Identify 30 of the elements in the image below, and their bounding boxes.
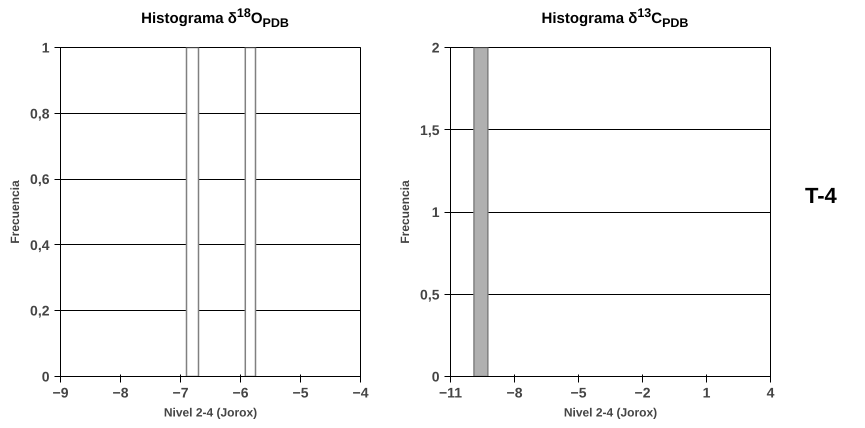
y-tick-label: 0,5 — [420, 286, 440, 302]
x-axis-title: Nivel 2-4 (Jorox) — [164, 406, 258, 420]
x-tick-label: −4 — [352, 384, 369, 400]
y-tick-label: 0,6 — [30, 171, 50, 188]
x-tick-label: −7 — [172, 384, 189, 400]
y-axis-title: Frecuencia — [8, 180, 22, 244]
x-tick-label: −5 — [292, 384, 309, 400]
x-tick-label: −11 — [439, 384, 462, 400]
y-tick-label: 0 — [42, 368, 50, 384]
x-tick-label: 4 — [766, 384, 775, 400]
y-tick-label: 0,2 — [30, 302, 50, 319]
y-tick-label: 2 — [432, 40, 440, 56]
x-tick-label: 1 — [702, 384, 711, 400]
y-tick-label: 1 — [42, 40, 50, 56]
x-tick-label: −6 — [232, 384, 249, 400]
y-tick-label: 1 — [432, 204, 440, 220]
x-tick-label: −2 — [634, 384, 651, 400]
x-tick-label: −5 — [570, 384, 587, 400]
text: T-4 — [805, 182, 837, 210]
y-tick-label: 1,5 — [420, 122, 440, 138]
y-tick-label: 0,8 — [30, 105, 50, 122]
y-tick-label: 0,4 — [30, 236, 50, 253]
x-tick-label: −8 — [112, 384, 129, 400]
y-axis-title: Frecuencia — [398, 180, 412, 244]
x-tick-label: −8 — [506, 384, 523, 400]
y-tick-label: 0 — [432, 368, 440, 384]
x-tick-label: −9 — [52, 384, 69, 400]
x-axis-title: Nivel 2-4 (Jorox) — [564, 406, 658, 420]
chart-title: Histograma δ$^{13}$C$_{PDB}$ — [540, 5, 690, 32]
chart-title: Histograma δ$^{18}$O$_{PDB}$ — [140, 5, 290, 32]
